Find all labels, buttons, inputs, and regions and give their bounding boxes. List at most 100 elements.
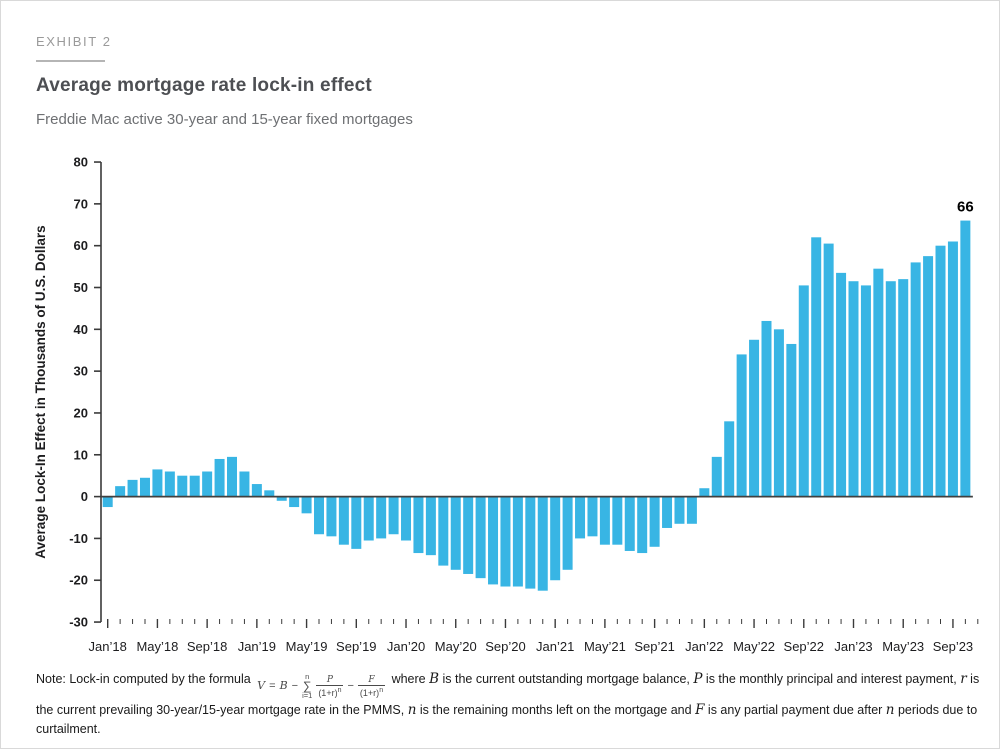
x-tick-label: May’23 bbox=[882, 639, 924, 654]
x-tick-label: Sep’19 bbox=[336, 639, 376, 654]
y-tick-label: 10 bbox=[74, 447, 88, 462]
bar-Aug’18 bbox=[189, 475, 200, 497]
bar-Jun’19 bbox=[314, 496, 325, 535]
y-axis-title: Average Lock-In Effect in Thousands of U… bbox=[33, 225, 48, 558]
x-tick-label: Sep’18 bbox=[187, 639, 227, 654]
bar-Apr’22 bbox=[736, 354, 747, 497]
bar-Oct’21 bbox=[662, 496, 673, 528]
note-text: is the remaining months left on the mort… bbox=[416, 702, 696, 717]
x-tick-label: Jan’20 bbox=[387, 639, 425, 654]
bar-Feb’23 bbox=[860, 285, 871, 497]
bar-Oct’22 bbox=[811, 237, 822, 497]
bar-Jun’18 bbox=[164, 471, 175, 497]
math-variable: n bbox=[885, 701, 895, 718]
bar-Feb’19 bbox=[264, 490, 275, 497]
bar-Sep’22 bbox=[798, 285, 809, 497]
bar-value-label: 66 bbox=[957, 199, 974, 216]
bar-May’23 bbox=[898, 279, 909, 497]
note-text: is any partial payment due after bbox=[704, 702, 886, 717]
bar-Sep’23 bbox=[947, 241, 958, 497]
bar-May’22 bbox=[749, 339, 760, 497]
bar-Oct’19 bbox=[363, 496, 374, 541]
bar-Feb’18 bbox=[115, 486, 126, 497]
x-tick-label: May’19 bbox=[286, 639, 328, 654]
bar-Nov’21 bbox=[674, 496, 685, 524]
x-tick-label: Sep’22 bbox=[784, 639, 824, 654]
bar-Oct’20 bbox=[512, 496, 523, 587]
x-tick-label: Jan’19 bbox=[238, 639, 276, 654]
bar-Sep’18 bbox=[202, 471, 213, 497]
bar-Apr’19 bbox=[289, 496, 300, 508]
bar-Jan’19 bbox=[251, 484, 262, 497]
bar-Jan’18 bbox=[102, 496, 113, 508]
x-tick-label: May’20 bbox=[435, 639, 477, 654]
bar-Jul’21 bbox=[624, 496, 635, 551]
bar-Dec’20 bbox=[537, 496, 548, 591]
bar-Nov’20 bbox=[525, 496, 536, 589]
page-title: Average mortgage rate lock-in effect bbox=[36, 75, 372, 96]
bar-Oct’18 bbox=[214, 458, 225, 497]
bar-Nov’18 bbox=[227, 456, 237, 497]
bar-Sep’19 bbox=[351, 496, 362, 549]
bar-May’21 bbox=[599, 496, 610, 545]
math-variable: r bbox=[960, 671, 967, 687]
math-variable: P bbox=[693, 671, 703, 687]
x-tick-label: Jan’21 bbox=[536, 639, 574, 654]
bar-Mar’21 bbox=[575, 496, 586, 539]
x-tick-label: Jan’18 bbox=[89, 639, 127, 654]
exhibit-label: EXHIBIT 2 bbox=[36, 34, 112, 49]
x-tick-label: Sep’23 bbox=[933, 639, 973, 654]
y-tick-label: -10 bbox=[69, 531, 88, 546]
bar-Aug’23 bbox=[935, 245, 946, 497]
bar-Jul’19 bbox=[326, 496, 337, 537]
bar-Apr’20 bbox=[438, 496, 449, 566]
math-variable: F bbox=[695, 701, 705, 718]
y-tick-label: -30 bbox=[69, 615, 88, 630]
x-tick-label: Sep’20 bbox=[485, 639, 525, 654]
bar-Dec’22 bbox=[836, 272, 847, 497]
bar-Aug’19 bbox=[338, 496, 349, 545]
bar-Mar’22 bbox=[724, 421, 735, 497]
bar-May’20 bbox=[450, 496, 461, 570]
math-variable: n bbox=[407, 701, 417, 718]
bar-Mar’23 bbox=[873, 268, 884, 497]
bar-Sep’20 bbox=[500, 496, 511, 587]
bar-Dec’19 bbox=[388, 496, 399, 535]
bar-May’19 bbox=[301, 496, 312, 514]
bar-Jun’23 bbox=[910, 262, 921, 497]
bar-Jun’20 bbox=[463, 496, 474, 574]
y-tick-label: 80 bbox=[74, 155, 88, 170]
y-tick-label: 40 bbox=[74, 322, 88, 337]
x-tick-label: Jan’22 bbox=[685, 639, 723, 654]
bar-Mar’18 bbox=[127, 479, 138, 497]
bar-Jul’23 bbox=[923, 256, 934, 497]
math-variable: B bbox=[429, 671, 440, 687]
bar-Jun’21 bbox=[612, 496, 623, 545]
bar-Dec’18 bbox=[239, 471, 250, 497]
bar-Jul’22 bbox=[773, 329, 784, 497]
x-tick-label: May’21 bbox=[584, 639, 626, 654]
bar-Feb’21 bbox=[562, 496, 573, 570]
x-tick-label: Sep’21 bbox=[634, 639, 674, 654]
exhibit-rule bbox=[36, 60, 105, 62]
bar-Aug’21 bbox=[637, 496, 648, 554]
y-tick-label: 0 bbox=[81, 489, 88, 504]
y-tick-label: 30 bbox=[74, 364, 88, 379]
note-text: where bbox=[388, 672, 430, 686]
lockin-formula: V = B − n ∑ i=1 P (1+r)n − F (1+r)n bbox=[257, 671, 386, 701]
bar-Apr’18 bbox=[139, 477, 150, 497]
note-text: periods due to curtailment. bbox=[36, 702, 978, 737]
x-tick-label: Jan’23 bbox=[834, 639, 872, 654]
bar-Jul’20 bbox=[475, 496, 486, 579]
y-tick-label: -20 bbox=[69, 573, 88, 588]
bar-chart: 80 70 60 50 40 30 20 10 0 -10 -20 -30 Average Lock-I… bbox=[33, 155, 979, 654]
note-text: is the current outstanding mortgage bala… bbox=[439, 672, 694, 686]
footnote: Note: Lock-in computed by the formula V =… bbox=[36, 669, 986, 739]
bar-Mar’20 bbox=[425, 496, 436, 556]
bar-Nov’22 bbox=[823, 243, 834, 497]
y-tick-label: 60 bbox=[74, 238, 88, 253]
y-tick-label: 70 bbox=[74, 196, 88, 211]
bar-Feb’22 bbox=[711, 456, 722, 497]
bar-Jan’21 bbox=[550, 496, 561, 581]
bar-Dec’21 bbox=[686, 496, 697, 524]
